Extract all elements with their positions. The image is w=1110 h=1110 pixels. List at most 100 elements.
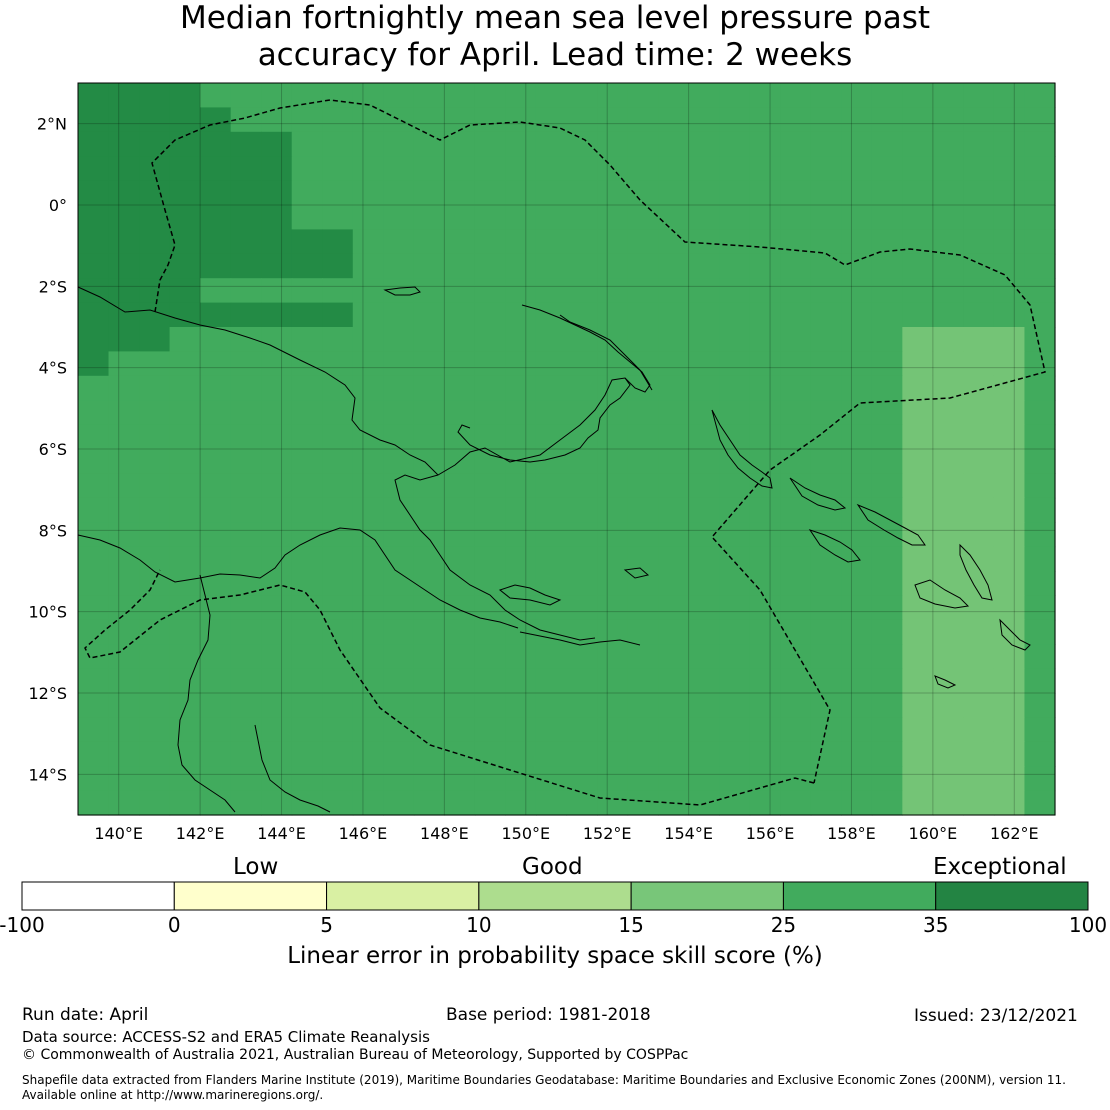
skill-cell [749, 278, 781, 304]
skill-cell [749, 741, 781, 767]
skill-cell [139, 571, 171, 596]
skill-cell [444, 156, 476, 182]
skill-cell [413, 522, 445, 548]
skill-cell [780, 302, 812, 328]
skill-cell [261, 546, 293, 572]
skill-cell [352, 741, 384, 767]
skill-cell [902, 766, 934, 792]
latitude-tick-label: 12°S [28, 684, 67, 703]
skill-cell [230, 229, 262, 255]
skill-cell [1024, 668, 1056, 694]
skill-cell [749, 302, 781, 328]
skill-cell [474, 741, 507, 767]
skill-cell [597, 668, 629, 694]
skill-cell [871, 253, 903, 279]
skill-cell [566, 302, 598, 328]
skill-cell [871, 180, 903, 206]
skill-cell [230, 131, 262, 157]
skill-cell [169, 278, 201, 304]
data-source: Data source: ACCESS-S2 and ERA5 Climate … [22, 1028, 430, 1046]
skill-cell [566, 83, 598, 108]
skill-cell [993, 351, 1026, 377]
skill-cell [841, 522, 873, 548]
skill-cell [413, 375, 445, 401]
skill-cell [261, 156, 293, 182]
skill-cell [444, 522, 476, 548]
skill-cell [841, 766, 873, 792]
skill-cell [841, 253, 873, 279]
skill-cell [505, 327, 537, 352]
skill-cell [139, 497, 171, 523]
skill-cell [352, 595, 384, 621]
skill-cell [627, 497, 659, 523]
skill-cell [322, 741, 354, 767]
skill-cell [78, 473, 110, 499]
skill-cell [749, 522, 781, 548]
skill-cell [505, 424, 537, 450]
skill-cell [322, 668, 354, 694]
skill-cell [688, 766, 720, 792]
shapefile-credit-line-1: Shapefile data extracted from Flanders M… [22, 1073, 1066, 1087]
skill-cell [139, 449, 171, 474]
skill-cell [963, 302, 995, 328]
skill-cell [413, 619, 445, 645]
skill-cell [200, 717, 232, 743]
skill-cell [932, 473, 965, 499]
skill-cell [413, 571, 445, 596]
coastline-gulf-of-carpentaria [254, 724, 331, 813]
skill-cell [383, 229, 415, 255]
skill-cell [566, 619, 598, 645]
skill-cell [383, 449, 415, 474]
skill-cell [383, 571, 415, 596]
skill-cell [719, 253, 751, 279]
colorbar-tick-label: 15 [618, 913, 644, 937]
skill-cell [841, 83, 873, 108]
skill-cell [505, 571, 537, 596]
skill-cell [505, 83, 537, 108]
skill-cell [810, 741, 842, 767]
skill-cell [78, 522, 110, 548]
skill-cell [261, 375, 293, 401]
skill-cell [535, 375, 568, 401]
skill-cell [963, 424, 995, 450]
skill-cell [230, 400, 262, 426]
skill-cell [383, 546, 415, 572]
skill-cell [658, 619, 690, 645]
skill-cell [261, 107, 293, 133]
skill-cell [749, 766, 781, 792]
skill-cell [963, 668, 995, 694]
coastline-malaita [959, 543, 993, 601]
skill-cell [658, 424, 690, 450]
title-line-2: accuracy for April. Lead time: 2 weeks [257, 37, 853, 73]
skill-cell [444, 253, 476, 279]
skill-cell [505, 180, 537, 206]
skill-cell [566, 717, 598, 743]
skill-cell [108, 717, 140, 743]
skill-cell [597, 522, 629, 548]
skill-cell [749, 644, 781, 670]
skill-cell [749, 83, 781, 108]
skill-cell [932, 278, 965, 304]
skill-cell [444, 83, 476, 108]
skill-cell [688, 571, 720, 596]
skill-cell [291, 156, 323, 182]
skill-cell [658, 668, 690, 694]
skill-cell [932, 449, 965, 474]
skill-cell [627, 180, 659, 206]
skill-cell [841, 205, 873, 230]
skill-cell [780, 693, 812, 718]
skill-cell [474, 400, 507, 426]
skill-cell [474, 790, 507, 816]
skill-cell [932, 790, 965, 816]
skill-cell [566, 351, 598, 377]
skill-cell [780, 644, 812, 670]
skill-cell [719, 375, 751, 401]
skill-cell [352, 131, 384, 157]
skill-cell [963, 693, 995, 718]
skill-cell [413, 131, 445, 157]
skill-cell [688, 693, 720, 718]
skill-cell [993, 83, 1026, 108]
skill-cell [78, 693, 110, 718]
longitude-tick-label: 148°E [420, 824, 469, 843]
skill-cell [810, 522, 842, 548]
